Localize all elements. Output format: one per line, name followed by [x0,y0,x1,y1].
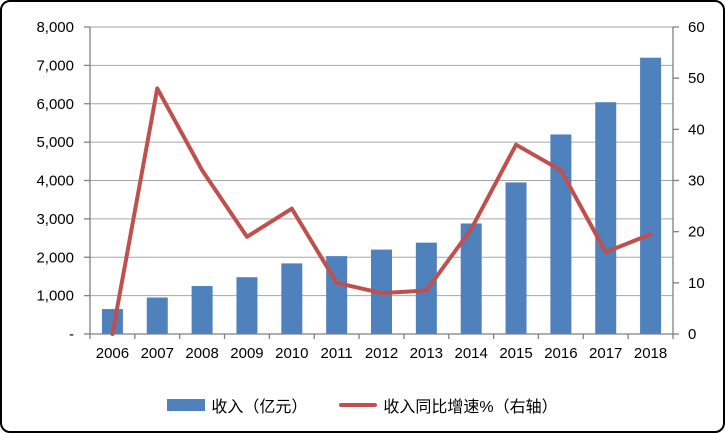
left-axis-tick-label: 5,000 [36,134,74,151]
left-axis-tick-label: - [69,326,74,343]
right-axis-tick-label: 60 [688,19,705,36]
x-axis-tick-label: 2008 [185,345,218,362]
legend-swatch-growth-line [339,403,378,407]
legend-label-growth: 收入同比增速%（右轴） [383,399,558,416]
right-axis-tick-label: 0 [688,326,696,343]
right-axis-tick-label: 20 [688,224,705,241]
left-axis-tick-label: 8,000 [36,19,74,36]
x-axis-tick-label: 2007 [141,345,174,362]
left-axis-tick-label: 6,000 [36,96,74,113]
revenue-bar-2009 [236,277,258,334]
x-axis-tick-label: 2011 [321,345,353,362]
left-axis-tick-label: 7,000 [36,57,74,74]
x-axis-tick-label: 2012 [365,345,398,362]
legend-item-growth: 收入同比增速%（右轴） [339,393,558,417]
legend-swatch-revenue-bar [167,399,206,411]
revenue-bar-2015 [505,182,527,334]
x-axis-tick-label: 2016 [544,345,577,362]
revenue-bar-2017 [595,102,617,334]
legend-label-revenue: 收入（亿元） [211,399,308,416]
x-axis-tick-label: 2017 [589,345,622,362]
left-axis-tick-label: 4,000 [36,173,74,190]
revenue-bar-2010 [281,263,303,334]
chart-legend: 收入（亿元） 收入同比增速%（右轴） [2,393,723,417]
revenue-bar-2018 [640,57,662,334]
legend-item-revenue: 收入（亿元） [167,393,307,417]
revenue-bar-2016 [550,134,572,334]
revenue-bar-2007 [146,297,168,334]
right-axis-tick-label: 10 [688,275,705,292]
x-axis-tick-label: 2014 [455,345,488,362]
left-axis-tick-label: 2,000 [36,249,74,266]
left-axis-tick-label: 3,000 [36,211,74,228]
x-axis-tick-label: 2013 [410,345,443,362]
x-axis-tick-label: 2009 [230,345,263,362]
left-axis-tick-label: 1,000 [36,288,74,305]
revenue-bar-2014 [460,223,482,334]
x-axis-tick-label: 2010 [275,345,308,362]
revenue-bar-2008 [191,286,213,334]
x-axis-tick-label: 2015 [499,345,532,362]
growth-line [110,86,653,336]
right-axis-tick-label: 50 [688,70,705,87]
x-axis-tick-label: 2018 [634,345,667,362]
right-axis-tick-label: 40 [688,121,705,138]
x-axis-tick-label: 2006 [96,345,129,362]
right-axis-tick-label: 30 [688,173,705,190]
